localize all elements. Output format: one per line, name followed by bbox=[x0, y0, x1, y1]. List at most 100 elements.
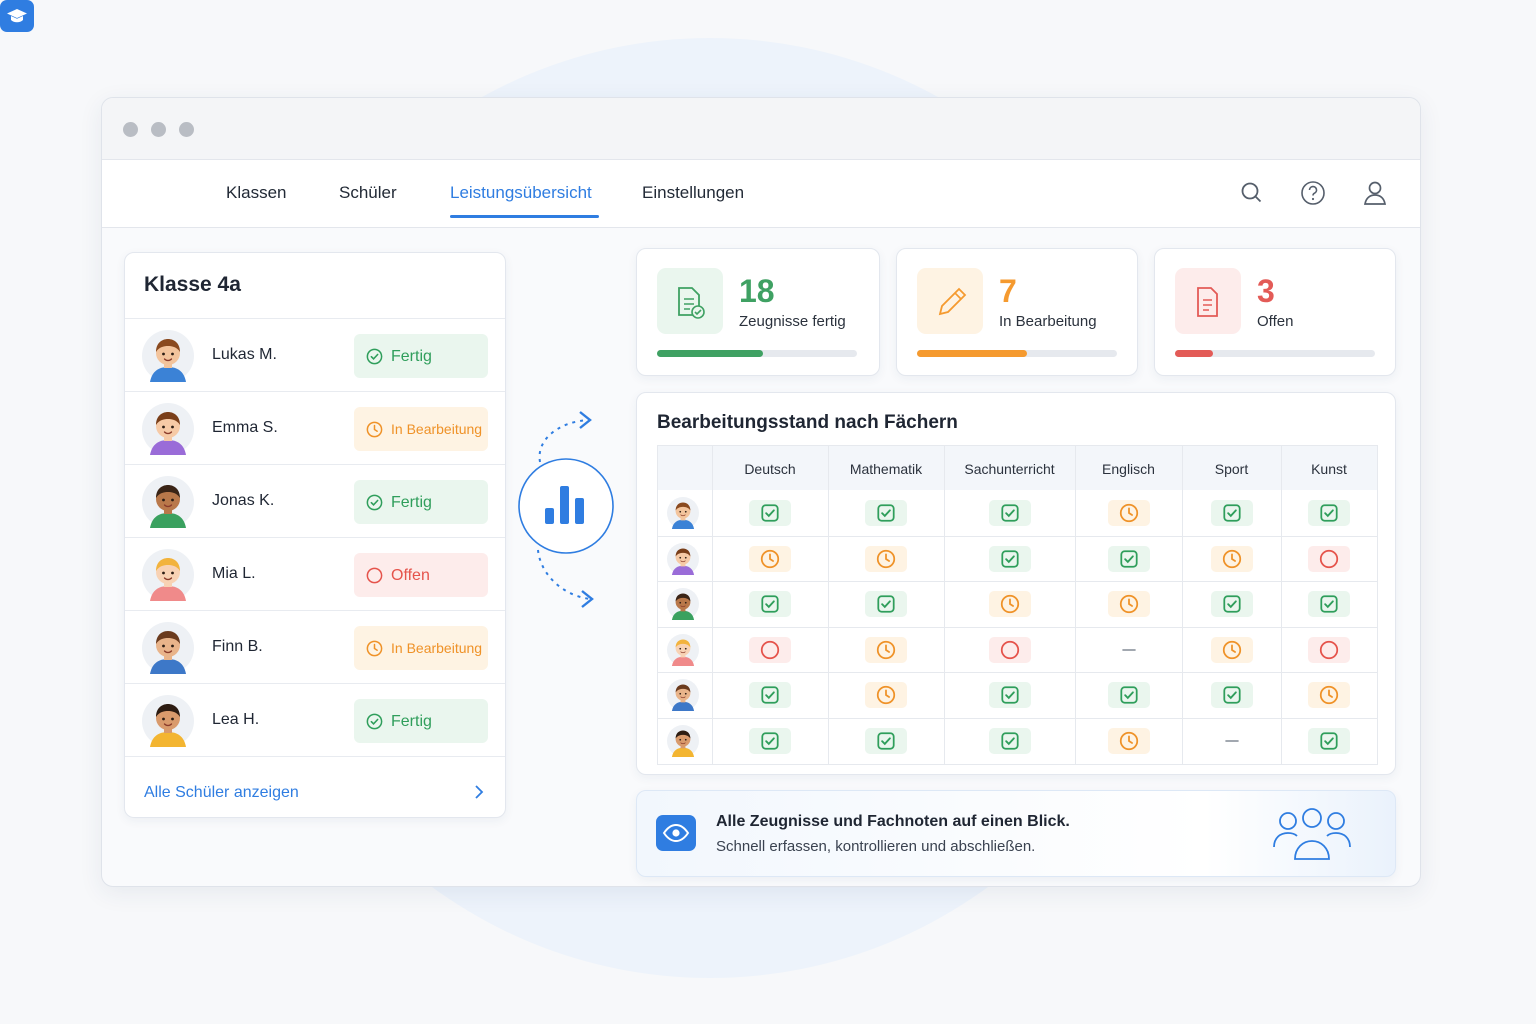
status-cell bbox=[988, 727, 1031, 754]
icon-part bbox=[1119, 503, 1138, 523]
row-avatar bbox=[667, 633, 699, 671]
icon-part bbox=[156, 414, 180, 438]
icon-part bbox=[1119, 549, 1138, 568]
icon-part bbox=[370, 499, 379, 507]
nav-bar bbox=[102, 160, 1420, 228]
icon-part bbox=[675, 594, 691, 610]
icon-part bbox=[366, 640, 383, 657]
status-icon bbox=[365, 420, 384, 444]
nav-item[interactable]: Klassen bbox=[226, 183, 287, 202]
icon-part bbox=[171, 352, 174, 356]
icon-part bbox=[1197, 287, 1218, 317]
icon-part bbox=[679, 601, 682, 604]
icon-part bbox=[370, 718, 379, 726]
icon-part bbox=[1363, 194, 1387, 205]
icon-part bbox=[142, 549, 194, 601]
icon-part bbox=[1302, 808, 1322, 828]
row-avatar bbox=[667, 724, 699, 762]
icon-part bbox=[684, 298, 694, 310]
icon-part bbox=[1119, 594, 1138, 614]
progress-bar bbox=[917, 350, 1027, 357]
status-cell bbox=[749, 727, 791, 757]
icon-part bbox=[769, 553, 774, 562]
icon-part bbox=[1222, 640, 1241, 659]
icon-part bbox=[156, 487, 180, 511]
icon-part bbox=[1230, 553, 1236, 562]
icon-part bbox=[672, 829, 680, 837]
icon-part bbox=[162, 425, 165, 429]
icon-part bbox=[156, 704, 180, 717]
icon-part bbox=[156, 706, 180, 730]
nav-item[interactable]: Einstellungen bbox=[642, 183, 745, 202]
eye-icon bbox=[656, 815, 696, 851]
icon-part bbox=[1008, 598, 1014, 607]
icon-part bbox=[163, 431, 173, 435]
icon-part bbox=[761, 686, 779, 704]
icon-part bbox=[680, 605, 686, 608]
icon-part bbox=[1279, 812, 1297, 830]
icon-part bbox=[1273, 808, 1351, 860]
icon-part bbox=[163, 723, 173, 727]
student-row: Emma S. In Bearbeitung bbox=[125, 391, 505, 465]
icon-part bbox=[581, 590, 594, 608]
nav-item[interactable]: Leistungsübersicht bbox=[450, 183, 592, 202]
icon-part bbox=[1319, 685, 1339, 705]
icon-part bbox=[760, 549, 780, 568]
icon-part bbox=[679, 510, 682, 513]
status-cell bbox=[1107, 727, 1150, 754]
icon-part bbox=[875, 639, 897, 666]
icon-part bbox=[954, 292, 962, 300]
row-avatar bbox=[667, 679, 699, 716]
status-label: Fertig bbox=[391, 713, 432, 730]
icon-part bbox=[142, 622, 194, 674]
icon-part bbox=[675, 502, 691, 511]
icon-part bbox=[1119, 594, 1138, 614]
chevron bbox=[471, 783, 487, 806]
icon-part bbox=[1368, 181, 1382, 195]
icon-part bbox=[667, 588, 699, 620]
stat-icon bbox=[657, 268, 723, 334]
icon-part bbox=[1324, 600, 1334, 609]
profile-button[interactable] bbox=[1362, 180, 1388, 211]
icon-part bbox=[671, 610, 695, 620]
icon-part bbox=[1119, 731, 1138, 750]
status-badge: Fertig bbox=[354, 699, 488, 743]
status-badge: In Bearbeitung bbox=[354, 407, 488, 451]
progress-bar bbox=[657, 350, 763, 357]
icon-part bbox=[1119, 549, 1138, 568]
icon-part bbox=[877, 504, 895, 522]
icon-part bbox=[171, 425, 174, 429]
icon-part bbox=[1222, 640, 1241, 659]
student-row: Lukas M. Fertig bbox=[125, 318, 505, 392]
row-divider bbox=[658, 672, 1377, 673]
nav-item[interactable]: Schüler bbox=[339, 183, 397, 202]
icon-part bbox=[1121, 648, 1136, 651]
icon-part bbox=[938, 287, 967, 316]
icon-part bbox=[759, 502, 781, 529]
icon-part bbox=[885, 689, 890, 698]
matrix-title: Bearbeitungsstand nach Fächern bbox=[657, 412, 958, 433]
icon-part bbox=[156, 485, 180, 498]
avatar bbox=[142, 476, 194, 533]
icon-part bbox=[876, 640, 896, 659]
icon-part bbox=[1000, 686, 1019, 704]
search-button[interactable] bbox=[1239, 180, 1265, 211]
icon-part bbox=[760, 640, 780, 659]
student-row: Mia L. Offen bbox=[125, 537, 505, 611]
icon-part bbox=[679, 738, 682, 741]
icon-part bbox=[162, 717, 165, 721]
link-text[interactable]: Alle Schüler anzeigen bbox=[144, 784, 299, 801]
stat-card: 3 Offen bbox=[1154, 248, 1396, 376]
icon-part bbox=[671, 519, 695, 529]
help-button[interactable] bbox=[1300, 180, 1326, 211]
icon-part bbox=[156, 631, 180, 644]
icon-part bbox=[1320, 731, 1338, 750]
icon-part bbox=[680, 696, 686, 699]
status-cell bbox=[1308, 500, 1350, 526]
icon-part bbox=[759, 730, 781, 757]
show-all-link[interactable]: Alle Schüler anzeigen bbox=[125, 756, 505, 817]
icon-part bbox=[877, 731, 895, 750]
icon-part bbox=[1324, 736, 1334, 745]
column-divider bbox=[828, 446, 829, 764]
